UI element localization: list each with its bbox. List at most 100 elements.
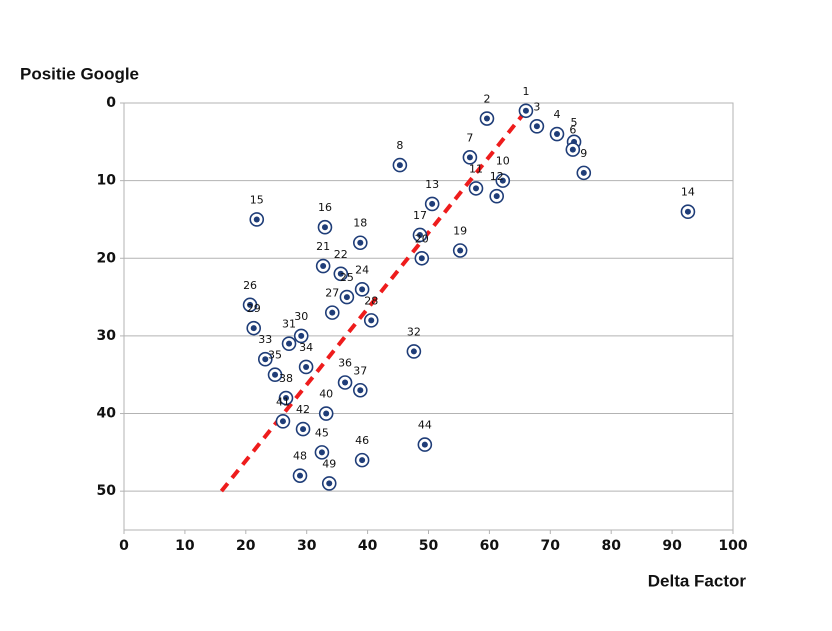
point-label: 19 [453, 225, 467, 238]
point-label: 20 [415, 232, 429, 245]
point [429, 200, 436, 207]
point-label: 44 [418, 419, 432, 432]
point-label: 18 [353, 217, 367, 230]
point-label: 28 [364, 294, 378, 307]
trend-line [219, 109, 528, 493]
point [493, 193, 500, 200]
y-tick-label: 40 [97, 406, 117, 422]
point [368, 317, 375, 324]
point-label: 33 [258, 333, 272, 346]
y-tick-label: 10 [97, 173, 117, 189]
point [421, 441, 428, 448]
point-label: 9 [580, 147, 587, 160]
point-label: 34 [299, 341, 313, 354]
point [272, 371, 279, 378]
point [320, 263, 327, 270]
point [580, 169, 587, 176]
y-axis-title: Positie Google [20, 64, 139, 83]
point [553, 131, 560, 138]
point [279, 418, 286, 425]
point [326, 480, 333, 487]
point-label: 5 [571, 116, 578, 129]
x-tick-label: 80 [601, 538, 621, 554]
x-tick-label: 30 [297, 538, 317, 554]
point-label: 30 [294, 310, 308, 323]
point [337, 270, 344, 277]
point [303, 363, 310, 370]
point [321, 224, 328, 231]
point-label: 2 [483, 93, 490, 106]
x-tick-label: 90 [662, 538, 682, 554]
x-tick-label: 20 [236, 538, 256, 554]
point [297, 472, 304, 479]
point [357, 239, 364, 246]
point-label: 16 [318, 201, 332, 214]
point [457, 247, 464, 254]
point [533, 123, 540, 130]
point-label: 27 [325, 287, 339, 300]
point-label: 14 [681, 186, 695, 199]
y-tick-label: 20 [97, 250, 117, 266]
point-label: 35 [268, 349, 282, 362]
point-label: 17 [413, 209, 427, 222]
point-label: 22 [334, 248, 348, 261]
point-label: 37 [353, 364, 367, 377]
x-tick-label: 70 [541, 538, 561, 554]
x-tick-label: 0 [119, 538, 129, 554]
point-label: 8 [396, 139, 403, 152]
point [418, 255, 425, 262]
point [359, 286, 366, 293]
point-label: 24 [355, 263, 369, 276]
point [247, 301, 254, 308]
x-tick-label: 50 [419, 538, 439, 554]
y-tick-label: 0 [106, 95, 116, 111]
point-label: 6 [569, 124, 576, 137]
point-label: 41 [276, 395, 290, 408]
point [282, 395, 289, 402]
point [298, 332, 305, 339]
point-label: 11 [469, 162, 483, 175]
point [466, 154, 473, 161]
point-label: 48 [293, 450, 307, 463]
point [684, 208, 691, 215]
point-label: 42 [296, 403, 310, 416]
point-label: 31 [282, 318, 296, 331]
point-label: 7 [466, 131, 473, 144]
point-label: 12 [490, 170, 504, 183]
point [499, 177, 506, 184]
plot-area [123, 102, 734, 531]
y-tick-label: 50 [97, 483, 117, 499]
point [262, 356, 269, 363]
point-label: 32 [407, 325, 421, 338]
x-tick-label: 40 [358, 538, 378, 554]
point [318, 449, 325, 456]
x-tick-label: 60 [480, 538, 500, 554]
point-label: 38 [279, 372, 293, 385]
point [483, 115, 490, 122]
point-label: 3 [533, 100, 540, 113]
point-label: 25 [340, 271, 354, 284]
point [357, 387, 364, 394]
point-label: 13 [425, 178, 439, 191]
x-tick-label: 10 [175, 538, 195, 554]
point [343, 294, 350, 301]
point [473, 185, 480, 192]
point-label: 49 [322, 457, 336, 470]
point [300, 426, 307, 433]
point-label: 45 [315, 426, 329, 439]
point [323, 410, 330, 417]
point [329, 309, 336, 316]
point [359, 457, 366, 464]
point-label: 1 [522, 85, 529, 98]
point [286, 340, 293, 347]
point-label: 21 [316, 240, 330, 253]
x-tick-label: 100 [718, 538, 747, 554]
point [253, 216, 260, 223]
point-label: 26 [243, 279, 257, 292]
point-label: 4 [553, 108, 560, 121]
point-label: 15 [250, 193, 264, 206]
point [416, 231, 423, 238]
point [569, 146, 576, 153]
point-label: 40 [319, 388, 333, 401]
